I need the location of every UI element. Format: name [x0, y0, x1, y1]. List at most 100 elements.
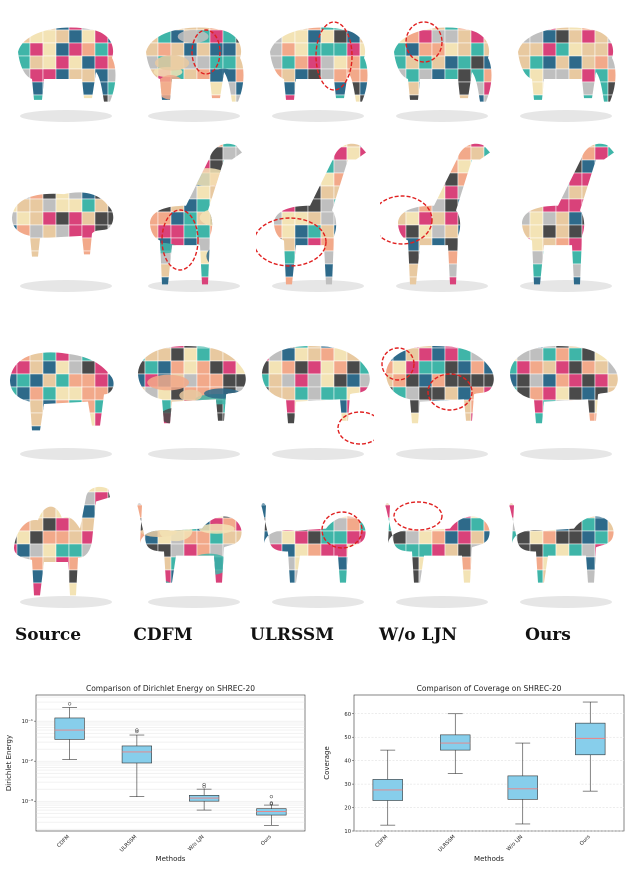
texture-patch — [529, 503, 544, 506]
texture-patch — [394, 55, 407, 70]
texture-patch — [621, 17, 622, 30]
texture-patches — [132, 296, 250, 452]
texture-patch — [373, 609, 374, 612]
texture-patch — [621, 264, 622, 277]
texture-patch — [497, 160, 498, 173]
texture-patch — [405, 224, 420, 239]
texture-patch — [55, 352, 70, 362]
texture-patch — [10, 373, 18, 388]
texture-patch — [405, 55, 420, 70]
texture-patch — [222, 263, 237, 278]
texture-patch — [81, 491, 96, 506]
texture-patch — [183, 503, 198, 506]
texture-patch — [158, 4, 171, 17]
texture-patch — [497, 212, 498, 225]
texture-patch — [517, 296, 530, 309]
texture-patch — [18, 81, 31, 96]
texture-patch — [132, 121, 145, 126]
texture-patch — [281, 143, 296, 148]
texture-patch — [249, 361, 250, 374]
texture-patch — [347, 479, 360, 492]
ground-shadow — [272, 280, 364, 292]
texture-patch — [497, 43, 498, 56]
texture-patch — [16, 582, 31, 596]
texture-patch — [346, 143, 361, 148]
texture-patch — [542, 146, 557, 161]
texture-patch — [94, 556, 109, 571]
texture-patch — [392, 346, 407, 349]
texture-patch — [346, 263, 361, 278]
texture-patch — [555, 94, 570, 102]
texture-patch — [261, 503, 270, 506]
texture-patch — [307, 263, 322, 278]
texture-patch — [43, 4, 56, 17]
texture-patch — [183, 263, 198, 278]
texture-patch — [249, 4, 250, 17]
texture-patch — [406, 609, 419, 612]
texture-patch — [121, 264, 122, 277]
texture-patch — [4, 296, 17, 309]
texture-patch — [184, 609, 197, 612]
texture-patch — [380, 212, 393, 225]
ground-shadow — [272, 110, 364, 122]
texture-patch — [235, 42, 244, 57]
texture-patch — [497, 147, 498, 160]
texture-patch — [170, 517, 185, 532]
elephant-render — [394, 21, 498, 122]
texture-patch — [595, 322, 608, 335]
texture-patch — [43, 296, 56, 309]
dog-render — [132, 479, 250, 612]
texture-patch — [94, 68, 109, 83]
texture-patch — [249, 374, 250, 387]
texture-patch — [132, 479, 145, 492]
texture-patch — [457, 237, 472, 252]
texture-patch — [555, 146, 570, 161]
texture-patch — [582, 466, 595, 479]
texture-patch — [359, 27, 368, 31]
texture-patch — [223, 296, 236, 309]
texture-patch — [132, 43, 145, 56]
texture-patch — [497, 95, 498, 108]
texture-patch — [509, 543, 518, 558]
texture-patch — [197, 296, 210, 309]
texture-patch — [444, 29, 459, 44]
texture-patch — [470, 237, 485, 252]
texture-patch — [568, 237, 583, 252]
texture-patch — [594, 373, 609, 388]
texture-patch — [132, 439, 145, 452]
texture-patch — [530, 296, 543, 309]
texture-patch — [621, 387, 622, 400]
texture-patch — [555, 263, 570, 278]
texture-patch — [483, 172, 490, 187]
texture-patch — [94, 425, 109, 431]
texture-patch — [108, 466, 121, 479]
x-tick-label: W/o LJN — [187, 834, 205, 852]
texture-patch — [333, 211, 348, 226]
texture-patches — [150, 143, 242, 285]
texture-patch — [222, 146, 237, 161]
texture-patch — [55, 569, 70, 584]
texture-patch — [380, 479, 393, 492]
texture-patch — [150, 211, 159, 226]
texture-patch — [347, 309, 360, 322]
texture-patch — [594, 224, 609, 239]
texture-patch — [249, 518, 250, 531]
texture-patch — [457, 399, 472, 414]
texture-patch — [333, 263, 348, 278]
texture-patch — [483, 250, 490, 265]
texture-patch — [107, 250, 114, 257]
texture-patch — [444, 530, 459, 545]
texture-patch — [81, 556, 96, 571]
distortion-blob — [199, 207, 242, 228]
texture-patch — [594, 198, 609, 213]
texture-patch — [144, 386, 159, 401]
texture-patch — [281, 224, 296, 239]
texture-patch — [542, 556, 557, 571]
texture-patch — [418, 399, 433, 414]
texture-patch — [256, 43, 269, 56]
texture-patch — [321, 309, 334, 322]
texture-patch — [522, 211, 531, 226]
texture-patch — [607, 346, 618, 349]
texture-patch — [4, 17, 17, 30]
texture-patch — [68, 386, 83, 401]
